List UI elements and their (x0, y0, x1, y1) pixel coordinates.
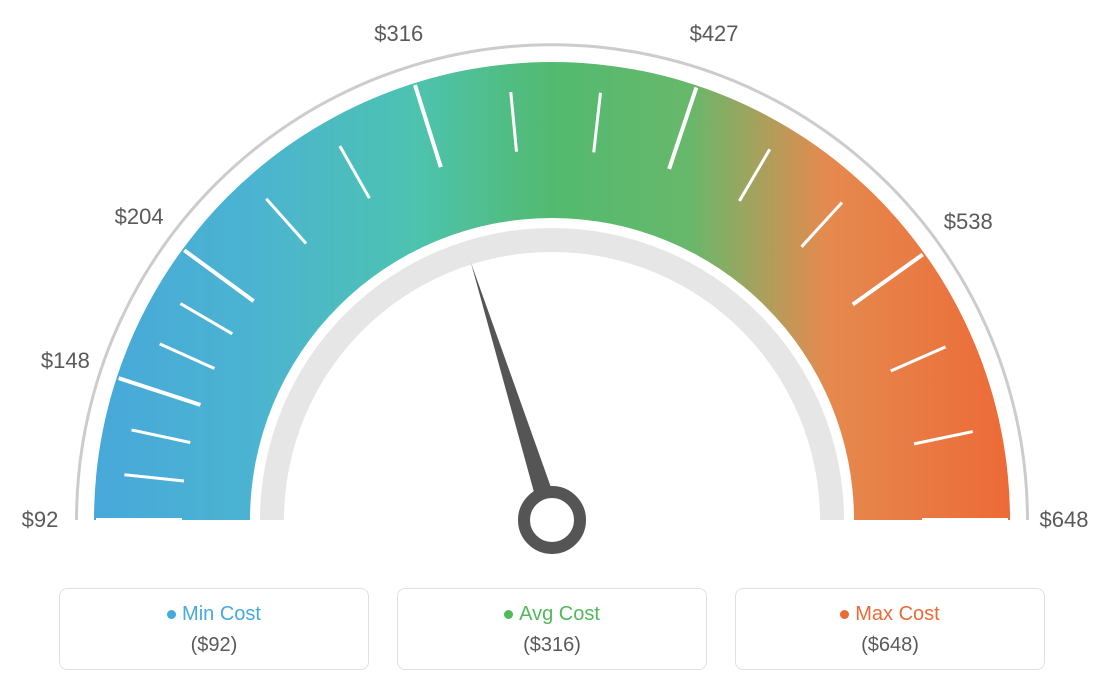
legend-dot-icon (504, 610, 513, 619)
tick-label: $204 (115, 204, 164, 230)
legend-title-text: Max Cost (855, 603, 939, 625)
legend-title-text: Avg Cost (519, 603, 600, 625)
legend-box-min: Min Cost ($92) (59, 588, 369, 670)
tick-label: $538 (944, 209, 993, 235)
legend-box-avg: Avg Cost ($316) (397, 588, 707, 670)
legend-row: Min Cost ($92) Avg Cost ($316) Max Cost ($648… (0, 588, 1104, 670)
tick-label: $316 (374, 21, 423, 47)
tick-label: $148 (41, 348, 90, 374)
legend-title: Min Cost (70, 603, 358, 626)
gauge-area: $92 $148 $204 $316 $427 $538 $648 (0, 0, 1104, 560)
cost-gauge-chart: $92 $148 $204 $316 $427 $538 $648 Min Cost ($92… (0, 0, 1104, 690)
tick-label: $648 (1040, 507, 1089, 533)
needle-hub (524, 492, 580, 548)
legend-title: Avg Cost (408, 603, 696, 626)
legend-title: Max Cost (746, 603, 1034, 626)
gauge-svg (0, 0, 1104, 560)
needle (471, 262, 562, 523)
legend-value: ($316) (408, 634, 696, 657)
legend-box-max: Max Cost ($648) (735, 588, 1045, 670)
legend-title-text: Min Cost (182, 603, 261, 625)
legend-value: ($648) (746, 634, 1034, 657)
legend-dot-icon (840, 610, 849, 619)
tick-label: $427 (690, 21, 739, 47)
tick-label: $92 (22, 507, 59, 533)
legend-value: ($92) (70, 634, 358, 657)
legend-dot-icon (167, 610, 176, 619)
